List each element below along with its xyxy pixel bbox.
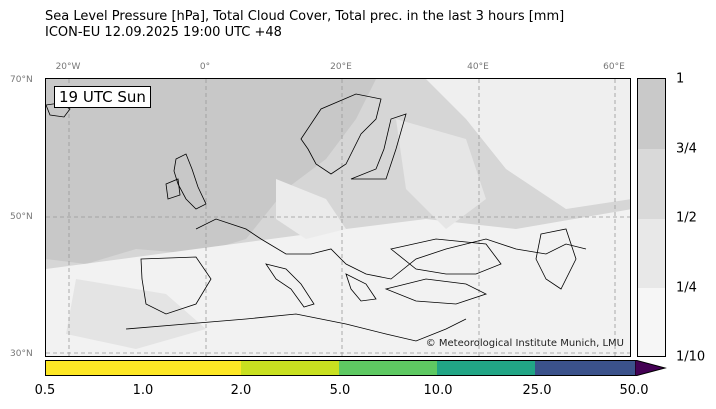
lat-tick-30n: 30°N — [10, 349, 33, 359]
ireland-outline — [165, 178, 181, 200]
lat-tick-50n: 50°N — [10, 212, 33, 222]
lon-tick-20w: 20°W — [55, 62, 81, 72]
black-sea-outline — [390, 238, 502, 275]
precip-label-0-5: 0.5 — [34, 383, 56, 398]
precip-bin-25-0-50-0 — [535, 360, 635, 376]
cloud-bin-1-10-to-1-4 — [638, 288, 665, 356]
greece-outline — [345, 273, 377, 302]
graticule — [46, 79, 630, 356]
precip-label-5-0: 5.0 — [329, 383, 351, 398]
precip-bin-10-0-25-0 — [437, 360, 535, 376]
precip-bin-2-0-5-0 — [241, 360, 339, 376]
map-canvas — [46, 79, 630, 356]
cloud-mass-west — [46, 79, 376, 264]
cloud-label-1-4: 1/4 — [676, 280, 697, 296]
precip-bin-5-0-10-0 — [339, 360, 437, 376]
scandinavia-outline — [300, 93, 382, 175]
cloud-bin-1-2-to-3-4 — [638, 149, 665, 219]
cloud-patch-southwest — [66, 279, 206, 349]
cloud-bin-1-4-to-1-2 — [638, 219, 665, 288]
cloud-label-1-2: 1/2 — [676, 210, 697, 226]
iberia-outline — [140, 256, 212, 315]
precip-label-25-0: 25.0 — [522, 383, 552, 398]
cloud-label-1-10: 1/10 — [676, 349, 706, 365]
precip-extend-arrow — [635, 360, 667, 376]
lat-tick-70n: 70°N — [10, 75, 33, 85]
lon-tick-40e: 40°E — [467, 62, 489, 72]
italy-outline — [265, 263, 315, 308]
precipitation-colorbar — [45, 360, 635, 376]
clear-northeast — [426, 79, 630, 209]
lon-tick-0: 0° — [199, 62, 211, 72]
valid-time-label: 19 UTC Sun — [54, 86, 151, 108]
precip-label-2-0: 2.0 — [230, 383, 252, 398]
baltic-outline — [350, 113, 407, 180]
caspian-outline — [535, 228, 577, 290]
precip-label-50-0: 50.0 — [619, 383, 649, 398]
north-africa-outline — [125, 313, 467, 342]
cloud-bin-3-4-to-1 — [638, 79, 665, 149]
copyright-notice: © Meteorological Institute Munich, LMU — [425, 338, 624, 349]
cloud-label-1: 1 — [676, 71, 685, 87]
weather-map[interactable]: 19 UTC Sun © Meteorological Institute Mu… — [45, 78, 631, 357]
cloud-label-3-4: 3/4 — [676, 141, 697, 157]
precip-label-10-0: 10.0 — [423, 383, 453, 398]
precip-label-1-0: 1.0 — [132, 383, 154, 398]
great-britain-outline — [173, 153, 207, 210]
south-europe-outline — [195, 218, 587, 280]
precip-bin-0-5-2-0 — [45, 360, 241, 376]
map-title-line2: ICON-EU 12.09.2025 19:00 UTC +48 — [45, 25, 282, 40]
lon-tick-20e: 20°E — [330, 62, 352, 72]
coastlines — [46, 93, 587, 342]
map-title-line1: Sea Level Pressure [hPa], Total Cloud Co… — [45, 9, 565, 24]
lon-tick-60e: 60°E — [603, 62, 625, 72]
cloud-cover-colorbar — [637, 78, 666, 357]
cloud-band-east — [396, 119, 486, 229]
turkey-outline — [384, 278, 488, 305]
cloud-patch-central — [276, 179, 346, 239]
